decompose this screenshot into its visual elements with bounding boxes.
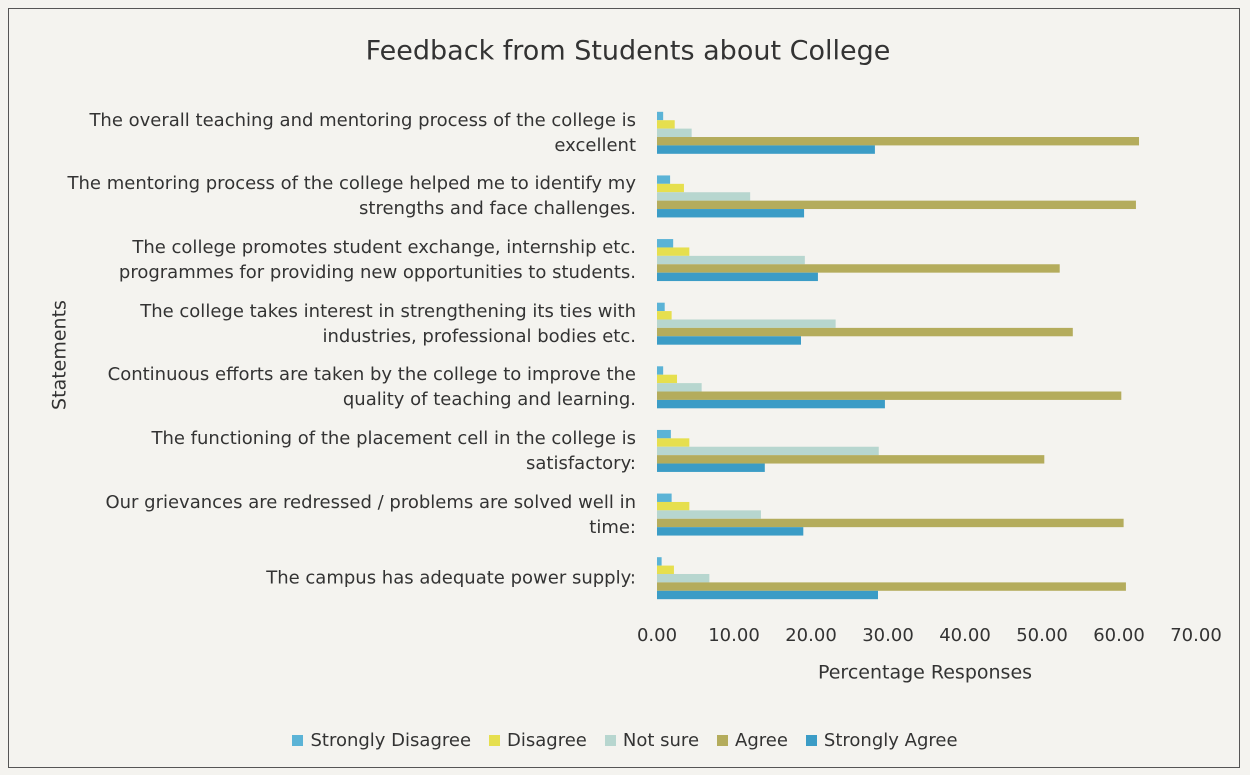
chart-title: Feedback from Students about College	[366, 36, 891, 67]
bar	[657, 120, 675, 129]
legend-swatch	[717, 735, 729, 746]
x-tick-label: 70.00	[1170, 625, 1222, 646]
category-label: The overall teaching and mentoring proce…	[89, 109, 636, 156]
bar	[657, 429, 671, 439]
bar	[657, 327, 1073, 337]
bar	[657, 255, 805, 265]
x-axis-title: Percentage Responses	[818, 662, 1032, 684]
x-tick-label: 60.00	[1093, 625, 1145, 646]
category-label: Continuous efforts are taken by the coll…	[107, 364, 636, 411]
x-tick-label: 0.00	[637, 625, 677, 646]
bar	[657, 336, 801, 345]
bar	[657, 383, 702, 392]
x-tick-label: 10.00	[708, 625, 760, 646]
bar	[657, 557, 662, 566]
legend-swatch	[805, 735, 817, 746]
bar	[657, 264, 1060, 273]
bar	[657, 501, 690, 511]
bar	[657, 183, 684, 193]
bar	[657, 137, 1140, 146]
bar	[657, 209, 805, 218]
legend-label: Strongly Agree	[823, 730, 958, 751]
x-tick-label: 20.00	[785, 625, 837, 646]
bar	[657, 175, 671, 184]
bar	[657, 128, 692, 138]
bar	[657, 565, 674, 574]
bar	[657, 527, 804, 536]
x-tick-label: 50.00	[1016, 625, 1068, 646]
legend-swatch	[489, 735, 501, 746]
bar	[657, 302, 665, 312]
bar	[657, 374, 678, 384]
bar	[657, 573, 710, 583]
x-tick-label: 30.00	[862, 625, 914, 646]
y-axis-title: Statements	[49, 300, 71, 410]
legend-swatch	[604, 735, 616, 746]
bar	[657, 391, 1122, 400]
bar	[657, 239, 674, 248]
chart-frame	[8, 8, 1240, 768]
legend-item: Strongly Disagree	[292, 730, 471, 751]
bar	[657, 463, 765, 472]
bar	[657, 518, 1124, 528]
legend-item: Agree	[717, 730, 788, 751]
category-label: The college takes interest in strengthen…	[140, 300, 636, 347]
legend-label: Agree	[735, 730, 788, 751]
legend-item: Strongly Agree	[805, 730, 958, 751]
bar	[657, 366, 664, 375]
bar	[657, 272, 818, 282]
bar	[657, 399, 885, 409]
x-tick-label: 40.00	[939, 625, 991, 646]
bar	[657, 247, 690, 256]
bar	[657, 319, 836, 328]
bar	[657, 510, 761, 519]
legend-item: Disagree	[489, 730, 587, 751]
legend-label: Strongly Disagree	[310, 730, 472, 751]
legend-label: Not sure	[622, 730, 700, 751]
bar	[657, 582, 1126, 591]
category-label: The college promotes student exchange, i…	[118, 237, 636, 284]
bar	[657, 311, 672, 320]
bar	[657, 455, 1045, 464]
bar	[657, 200, 1136, 210]
legend-label: Disagree	[507, 730, 587, 751]
bar	[657, 145, 875, 154]
bar	[657, 590, 878, 600]
bar	[657, 192, 751, 201]
bar	[657, 438, 690, 447]
bar	[657, 446, 879, 456]
bar	[657, 493, 672, 502]
category-label: The campus has adequate power supply:	[266, 567, 636, 589]
category-label: The mentoring process of the college hel…	[67, 173, 636, 220]
legend-item: Not sure	[604, 730, 700, 751]
category-label: The functioning of the placement cell in…	[151, 427, 636, 474]
legend: Strongly Disagree Disagree Not sure Agree St…	[0, 730, 1250, 751]
category-label: Our grievances are redressed / problems …	[105, 491, 636, 538]
legend-swatch	[292, 735, 304, 746]
bar	[657, 111, 664, 121]
